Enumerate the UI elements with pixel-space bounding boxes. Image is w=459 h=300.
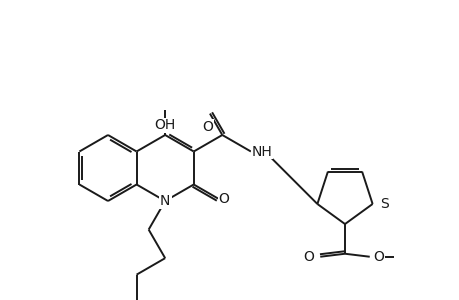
Text: O: O	[303, 250, 313, 264]
Text: NH: NH	[252, 145, 272, 158]
Text: O: O	[218, 191, 229, 206]
Text: OH: OH	[154, 118, 175, 132]
Text: O: O	[202, 120, 213, 134]
Text: N: N	[160, 194, 170, 208]
Text: O: O	[373, 250, 384, 264]
Text: S: S	[380, 197, 388, 211]
